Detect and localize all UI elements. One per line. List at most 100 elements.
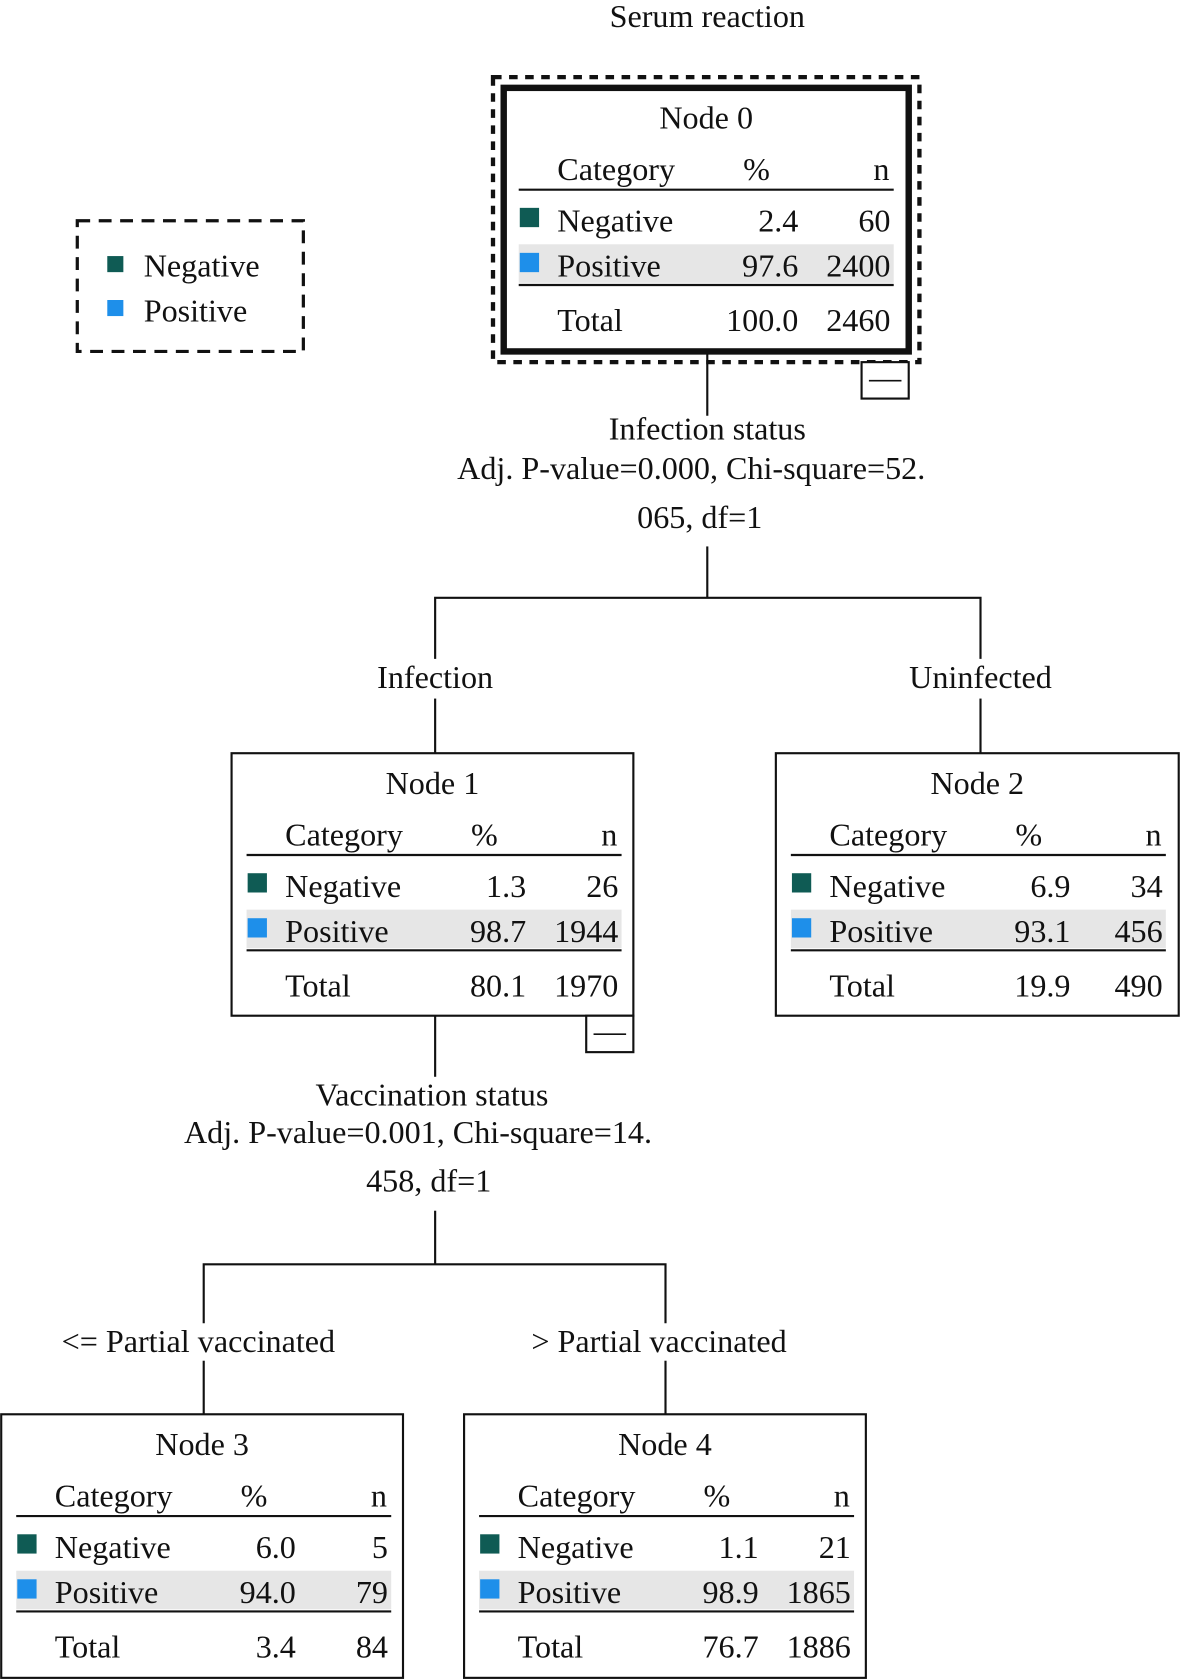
total-n: 1886 (787, 1629, 851, 1665)
branch-label-infection: Infection (377, 659, 493, 695)
total-label: Total (518, 1629, 584, 1665)
row-percent: 94.0 (240, 1574, 296, 1610)
legend-positive-label: Positive (144, 292, 248, 328)
row-n: 1944 (554, 913, 618, 949)
row-highlight (479, 1570, 855, 1610)
node-title: Node 3 (155, 1426, 249, 1462)
split-variable: Vaccination status (316, 1077, 549, 1113)
positive-swatch (480, 1579, 500, 1599)
header-n: n (834, 1477, 850, 1513)
row-n: 79 (356, 1574, 388, 1610)
total-row: Total 76.7 1886 (518, 1629, 851, 1665)
positive-swatch (791, 918, 812, 938)
selection-outline (490, 75, 922, 365)
row-highlight (246, 909, 622, 949)
header-percent: % (1015, 816, 1042, 852)
tree-title: Serum reaction (610, 0, 805, 34)
header-category: Category (55, 1477, 173, 1513)
tree-node-0[interactable]: Node 0 Category% n Negative 2.4 60 Positive 97.… (490, 75, 922, 400)
row-n: 34 (1131, 868, 1163, 904)
header-percent: % (704, 1477, 731, 1513)
row-n: 1865 (787, 1574, 851, 1610)
header-percent: % (241, 1477, 268, 1513)
total-percent: 80.1 (470, 967, 526, 1003)
negative-swatch (791, 873, 812, 893)
category-row-positive: Positive 97.6 2400 (518, 244, 894, 283)
legend-positive-swatch (107, 300, 124, 317)
split-variable: Infection status (609, 410, 806, 446)
row-category: Negative (557, 202, 673, 238)
negative-swatch (519, 207, 540, 228)
total-row: Total 80.1 1970 (285, 967, 618, 1003)
legend-negative-label: Negative (144, 247, 260, 283)
row-category: Positive (55, 1574, 159, 1610)
total-n: 1970 (554, 967, 618, 1003)
collapse-button-box[interactable] (860, 361, 910, 400)
branch-label-partial-or-less: <= Partial vaccinated (62, 1323, 336, 1359)
collapse-node-button[interactable]: — (585, 1012, 635, 1054)
branch-label-uninfected: Uninfected (909, 659, 1052, 695)
split-vaccination-status: Vaccination status Adj. P-value=0.001, C… (62, 1015, 787, 1415)
total-percent: 3.4 (256, 1629, 296, 1665)
header-percent: % (743, 151, 770, 187)
node-box (462, 1413, 867, 1679)
total-row: Total 100.0 2460 (557, 302, 890, 338)
row-percent: 98.9 (702, 1574, 758, 1610)
header-category: Category (829, 816, 947, 852)
header-n: n (1146, 816, 1162, 852)
row-n: 5 (372, 1529, 388, 1565)
total-label: Total (55, 1629, 121, 1665)
header-category: Category (285, 816, 403, 852)
row-percent: 98.7 (470, 913, 526, 949)
row-category: Positive (518, 1574, 622, 1610)
total-percent: 19.9 (1014, 967, 1070, 1003)
legend-negative-swatch (107, 256, 124, 273)
category-row-negative: Negative 1.3 26 (247, 868, 618, 904)
total-n: 490 (1114, 967, 1162, 1003)
category-row-negative: Negative 6.0 5 (17, 1529, 388, 1565)
category-row-negative: Negative 1.1 21 (480, 1529, 851, 1565)
header-category: Category (557, 151, 675, 187)
row-percent: 6.9 (1030, 868, 1070, 904)
row-n: 21 (819, 1529, 851, 1565)
header-n: n (371, 1477, 387, 1513)
node-box (500, 84, 912, 355)
negative-swatch (17, 1534, 37, 1554)
tree-node-4[interactable]: Node 4 Category% n Negative 1.1 21 Positive 98.… (462, 1413, 867, 1679)
category-row-positive: Positive 93.1 456 (790, 909, 1166, 949)
branch-label-more-than-partial: > Partial vaccinated (531, 1323, 786, 1359)
row-percent: 97.6 (742, 247, 798, 283)
category-row-positive: Positive 98.7 1944 (246, 909, 622, 949)
tree-node-1[interactable]: Node 1 Category% n Negative 1.3 26 Positive 98.… (230, 752, 635, 1054)
node-title: Node 1 (386, 765, 480, 801)
row-category: Positive (285, 913, 389, 949)
row-highlight (518, 244, 894, 283)
tree-node-3[interactable]: Node 3 Category% n Negative 6.0 5 Positive 94.0… (0, 1413, 405, 1679)
row-n: 456 (1114, 913, 1162, 949)
row-category: Negative (285, 868, 401, 904)
row-percent: 93.1 (1014, 913, 1070, 949)
row-category: Positive (829, 913, 933, 949)
category-row-negative: Negative 2.4 60 (519, 202, 891, 238)
row-percent: 2.4 (758, 202, 798, 238)
row-percent: 1.1 (719, 1529, 759, 1565)
row-category: Negative (518, 1529, 634, 1565)
collapse-button-box[interactable] (585, 1014, 635, 1054)
negative-swatch (247, 873, 267, 893)
collapse-node-button[interactable]: — (860, 359, 910, 400)
header-n: n (873, 151, 889, 187)
header-n: n (601, 816, 617, 852)
row-category: Negative (829, 868, 945, 904)
node-box (774, 752, 1180, 1017)
negative-swatch (480, 1534, 500, 1554)
header-category: Category (518, 1477, 636, 1513)
legend: Negative Positive (75, 219, 305, 354)
split-stats: Adj. P-value=0.001, Chi-square=14. (184, 1114, 652, 1150)
category-row-positive: Positive 94.0 79 (16, 1570, 392, 1610)
tree-node-2[interactable]: Node 2 Category% n Negative 6.9 34 Positive 93.… (774, 752, 1180, 1017)
node-title: Node 4 (618, 1426, 712, 1462)
row-category: Positive (557, 247, 661, 283)
split-stats-cont: 458, df=1 (366, 1162, 491, 1198)
row-highlight (16, 1570, 392, 1610)
